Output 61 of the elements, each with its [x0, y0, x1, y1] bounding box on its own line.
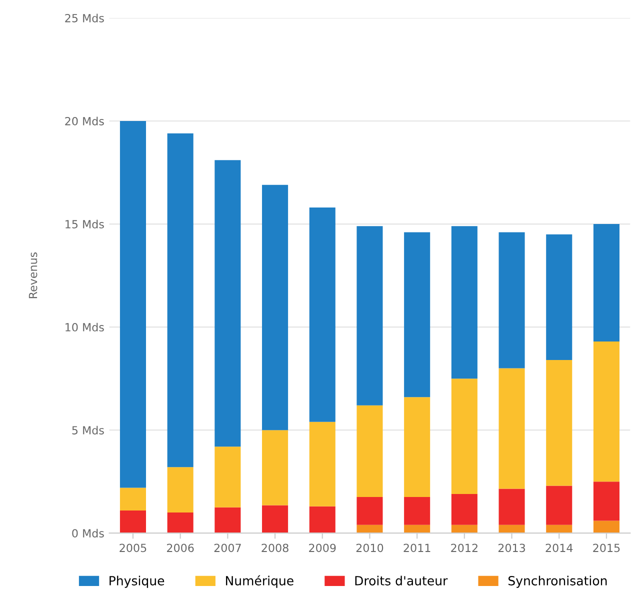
bar	[593, 482, 620, 521]
y-tick-label: 5 Mds	[72, 426, 104, 434]
legend-label: Droits d'auteur	[355, 576, 448, 586]
bar	[262, 505, 288, 534]
bar	[546, 234, 572, 360]
x-tick-label: 2012	[451, 544, 478, 552]
y-tick-label: 20 Mds	[65, 116, 104, 126]
bar	[356, 226, 383, 406]
bar	[356, 524, 383, 534]
x-tick-label: 2005	[120, 544, 146, 552]
x-tick-label: 2011	[404, 544, 430, 552]
x-tick-label: 2013	[498, 544, 526, 552]
bar	[120, 510, 146, 534]
bar	[404, 232, 430, 398]
bar	[214, 446, 241, 508]
x-tick-label: 2008	[262, 544, 288, 552]
bar	[404, 397, 430, 498]
bar	[593, 224, 620, 342]
x-tick-label: 2015	[593, 544, 620, 552]
bar	[309, 422, 336, 506]
bar	[498, 488, 525, 525]
bar	[167, 467, 194, 513]
bar	[167, 512, 194, 534]
bar	[167, 133, 194, 468]
bar	[451, 494, 478, 525]
bar	[214, 507, 241, 534]
bar	[451, 226, 478, 379]
bar	[593, 341, 620, 482]
x-tick-label: 2006	[167, 544, 194, 552]
bar	[404, 524, 430, 534]
bar	[309, 506, 336, 534]
x-tick-label: 2009	[309, 544, 336, 552]
bar	[356, 497, 383, 525]
bar	[546, 524, 572, 534]
bar	[262, 184, 288, 430]
bar	[498, 232, 525, 368]
x-tick-label: 2014	[546, 544, 573, 552]
bar	[593, 520, 620, 534]
bar	[451, 378, 478, 494]
x-tick-label: 2007	[214, 544, 241, 552]
x-tick-label: 2010	[356, 544, 384, 552]
bar	[404, 497, 430, 525]
bar	[451, 524, 478, 534]
legend-label: Synchronisation	[508, 576, 607, 588]
bar	[214, 160, 241, 447]
bar	[546, 486, 572, 525]
bar	[120, 121, 146, 488]
bar	[309, 208, 336, 422]
bar	[546, 360, 572, 486]
y-tick-label: 0 Mds	[72, 528, 104, 538]
y-axis-title: Revenus	[28, 252, 38, 298]
bar	[498, 368, 525, 489]
bar	[356, 405, 383, 498]
y-tick-label: 25 Mds	[65, 14, 104, 22]
bar	[262, 430, 288, 506]
y-tick-label: 15 Mds	[66, 220, 104, 228]
bar	[120, 488, 146, 510]
legend-label: Numérique	[226, 575, 294, 588]
bar	[498, 524, 525, 534]
legend-label: Physique	[110, 576, 164, 588]
y-tick-label: 10 Mds	[66, 322, 104, 332]
